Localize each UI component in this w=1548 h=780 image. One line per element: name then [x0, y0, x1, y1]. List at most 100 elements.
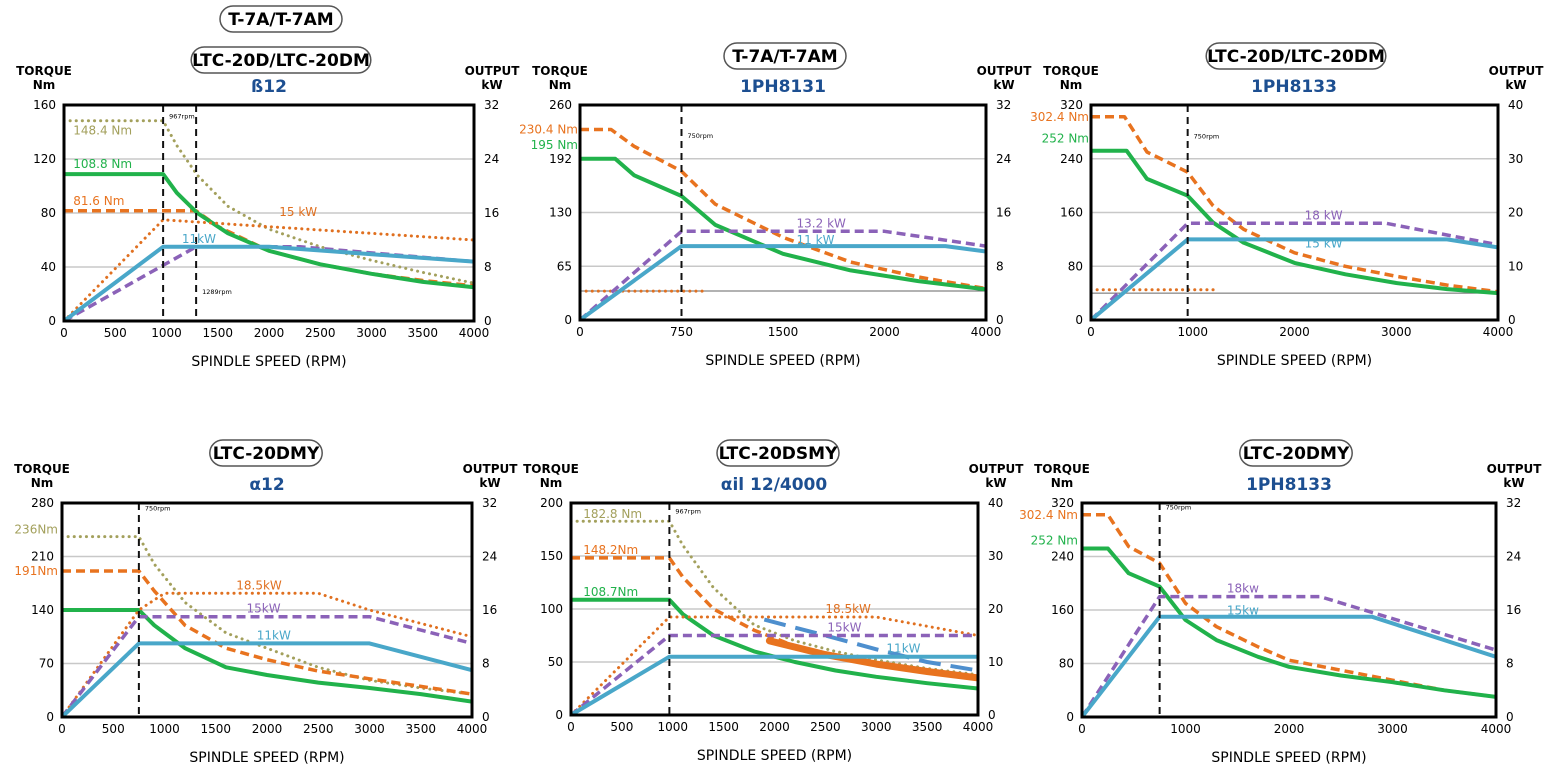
x-tick-label: 1500 — [708, 720, 739, 734]
left-tick-label: 320 — [1060, 98, 1083, 112]
right-axis-unit: kW — [1503, 476, 1524, 490]
motor-title: 1PH8133 — [1246, 475, 1332, 495]
left-tick-label: 0 — [48, 314, 56, 328]
output-curve — [580, 244, 986, 320]
x-tick-label: 1000 — [149, 722, 180, 736]
x-axis-title: SPINDLE SPEED (RPM) — [705, 353, 860, 369]
left-axis-unit: Nm — [540, 476, 563, 490]
right-axis-unit: kW — [481, 78, 502, 92]
left-tick-label: 130 — [549, 206, 572, 220]
right-tick-label: 0 — [482, 710, 490, 724]
x-tick-label: 500 — [102, 722, 125, 736]
model-pill — [1239, 439, 1353, 467]
x-axis-title: SPINDLE SPEED (RPM) — [189, 750, 344, 766]
left-tick-label: 240 — [1051, 550, 1074, 564]
left-tick-label: 70 — [39, 657, 54, 671]
left-axis-title: TORQUE — [523, 462, 579, 476]
curve-label: 15kW — [247, 602, 281, 616]
left-tick-label: 160 — [1060, 206, 1083, 220]
x-axis-title: SPINDLE SPEED (RPM) — [191, 354, 346, 370]
x-tick-label: 2000 — [1274, 722, 1305, 736]
right-tick-label: 0 — [988, 708, 996, 722]
curve-label: 252 Nm — [1031, 533, 1078, 547]
left-tick-label: 320 — [1051, 496, 1074, 510]
curve-label: 15kW — [827, 621, 861, 635]
curve-label: 195 Nm — [531, 138, 578, 152]
x-tick-label: 1500 — [202, 326, 233, 340]
rated-speed-label: 1289rpm — [202, 288, 232, 296]
right-axis-title: OUTPUT — [969, 462, 1025, 476]
plot-frame — [578, 103, 988, 322]
right-axis-title: OUTPUT — [463, 462, 519, 476]
right-tick-label: 32 — [996, 98, 1011, 112]
right-tick-label: 32 — [1506, 496, 1521, 510]
x-axis-title: SPINDLE SPEED (RPM) — [697, 748, 852, 764]
rated-speed-label: 750rpm — [688, 132, 714, 140]
x-tick-label: 2000 — [1279, 325, 1310, 339]
x-tick-label: 3500 — [912, 720, 943, 734]
output-curve — [1091, 221, 1498, 320]
left-axis-title: TORQUE — [532, 64, 588, 78]
rated-speed-label: 750rpm — [1166, 504, 1192, 512]
curve-label: 13.2 kW — [797, 216, 846, 230]
left-tick-label: 100 — [540, 602, 563, 616]
left-tick-label: 0 — [564, 313, 572, 327]
curve-label: 191Nm — [14, 564, 58, 578]
output-curve — [1082, 594, 1496, 717]
right-axis-unit: kW — [993, 78, 1014, 92]
x-tick-label: 0 — [58, 722, 66, 736]
curve-label: 148.2Nm — [583, 543, 638, 557]
right-tick-label: 0 — [1508, 313, 1516, 327]
torque-curve — [763, 617, 978, 673]
torque-curve — [1082, 513, 1496, 699]
x-tick-label: 1000 — [1177, 325, 1208, 339]
x-tick-label: 3000 — [861, 720, 892, 734]
model-pill — [190, 46, 372, 74]
torque-curve — [765, 637, 978, 682]
right-tick-label: 40 — [1508, 98, 1523, 112]
right-tick-label: 8 — [996, 259, 1004, 273]
curve-label: 236Nm — [14, 523, 58, 537]
model-pill-label: LTC-20D/LTC-20DM — [192, 51, 370, 71]
plot-frame — [1089, 103, 1500, 322]
right-tick-label: 16 — [482, 603, 497, 617]
curve-label: 15kw — [1227, 604, 1259, 618]
x-tick-label: 500 — [610, 720, 633, 734]
x-tick-label: 2500 — [303, 722, 334, 736]
rated-speed-label: 750rpm — [145, 505, 171, 513]
x-tick-label: 500 — [104, 326, 127, 340]
output-curve — [62, 641, 472, 717]
model-pill-label: T-7A/T-7AM — [228, 10, 333, 30]
x-tick-label: 4000 — [1481, 722, 1512, 736]
curve-label: 81.6 Nm — [73, 194, 124, 208]
model-pill — [1205, 42, 1387, 70]
curve-label: 230.4 Nm — [519, 122, 578, 136]
curve-label: 18kw — [1227, 582, 1259, 596]
x-tick-label: 3000 — [1377, 722, 1408, 736]
right-tick-label: 0 — [484, 314, 492, 328]
left-tick-label: 80 — [41, 206, 56, 220]
x-tick-label: 1000 — [1170, 722, 1201, 736]
left-axis-unit: Nm — [31, 476, 54, 490]
motor-title: αil 12/4000 — [721, 475, 828, 495]
curve-label: 11kW — [182, 232, 216, 246]
left-tick-label: 240 — [1060, 152, 1083, 166]
right-tick-label: 30 — [988, 549, 1003, 563]
rated-speed-label: 967rpm — [675, 508, 701, 516]
output-curve — [64, 244, 474, 321]
left-tick-label: 210 — [31, 550, 54, 564]
plot-frame — [569, 501, 980, 717]
curve-label: 302.4 Nm — [1019, 508, 1078, 522]
left-tick-label: 65 — [557, 259, 572, 273]
curve-label: 18.5kW — [825, 602, 871, 616]
right-axis-title: OUTPUT — [1489, 64, 1545, 78]
x-tick-label: 1500 — [200, 722, 231, 736]
model-pill-label: LTC-20D/LTC-20DM — [1207, 47, 1385, 67]
left-tick-label: 0 — [46, 710, 54, 724]
x-tick-label: 3000 — [354, 722, 385, 736]
curve-label: 108.7Nm — [583, 585, 638, 599]
x-tick-label: 2000 — [252, 722, 283, 736]
right-tick-label: 10 — [988, 655, 1003, 669]
x-tick-label: 2500 — [305, 326, 336, 340]
